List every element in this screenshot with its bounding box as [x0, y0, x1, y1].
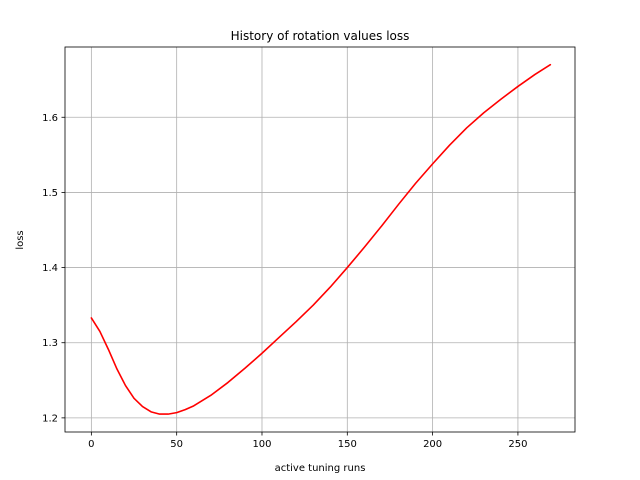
grid: [65, 47, 575, 432]
x-tick-label: 0: [88, 439, 94, 450]
x-tick-label: 100: [252, 439, 271, 450]
x-axis-ticks: 0 50 100 150 200 250: [88, 432, 527, 450]
x-tick-label: 50: [170, 439, 183, 450]
x-axis-label: active tuning runs: [275, 463, 366, 474]
plot-frame: [64, 46, 576, 433]
y-axis-label: loss: [15, 230, 26, 249]
x-tick-label: 150: [338, 439, 357, 450]
series-layer: [90, 63, 552, 415]
y-tick-label: 1.6: [42, 113, 58, 124]
chart-title: History of rotation values loss: [231, 29, 410, 43]
series-line: [90, 63, 552, 415]
y-tick-label: 1.4: [42, 263, 58, 274]
y-tick-label: 1.5: [42, 188, 58, 199]
x-tick-label: 200: [423, 439, 442, 450]
x-tick-label: 250: [508, 439, 527, 450]
y-axis-ticks: 1.2 1.3 1.4 1.5 1.6: [42, 113, 65, 424]
y-tick-label: 1.2: [42, 413, 58, 424]
y-tick-label: 1.3: [42, 338, 58, 349]
